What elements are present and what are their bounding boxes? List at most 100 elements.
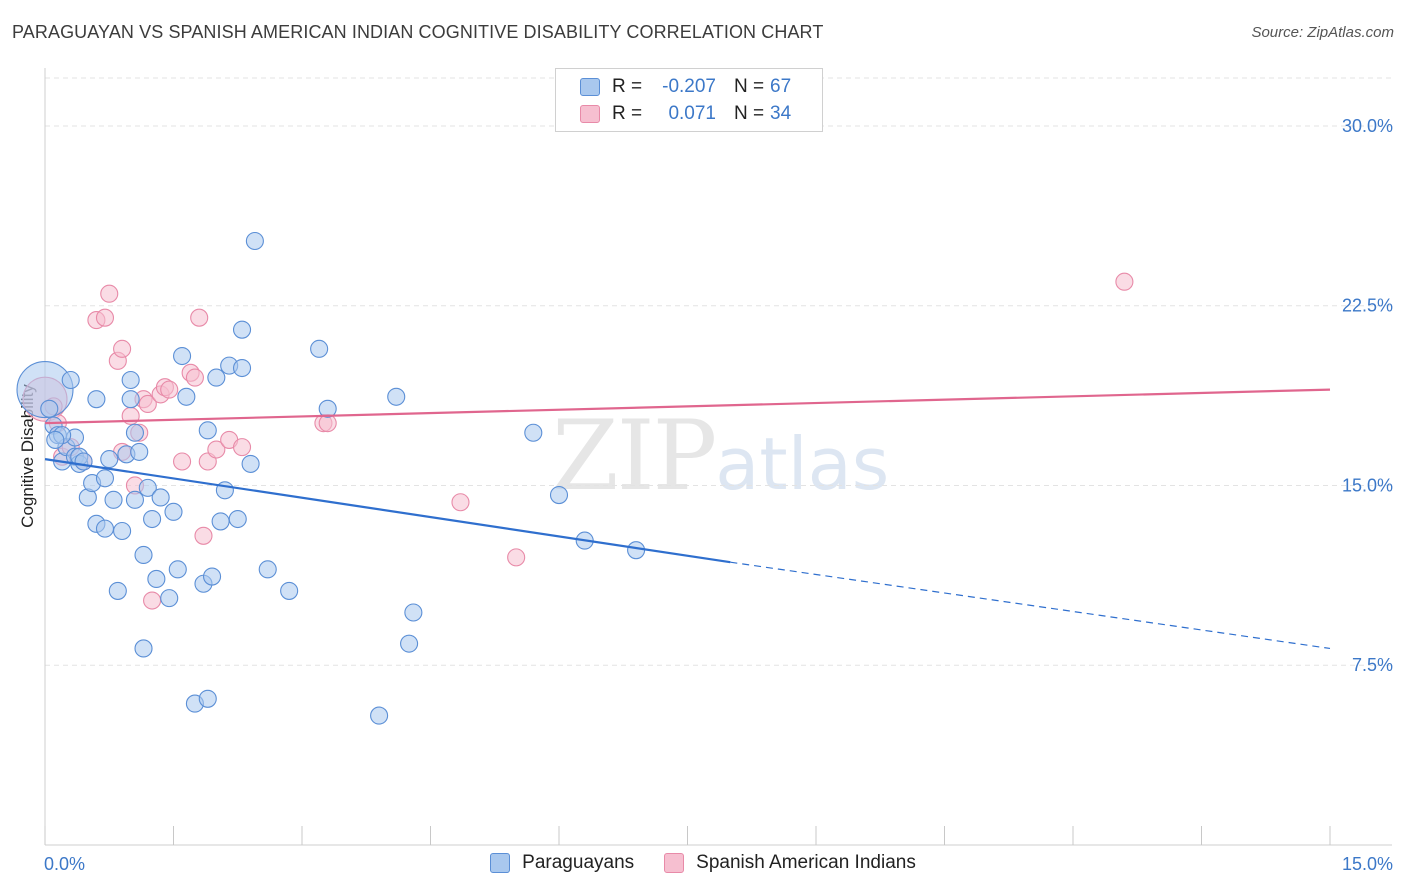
paraguayan-point (627, 541, 646, 560)
spanish-american-indian-point (173, 452, 192, 471)
paraguayan-point (104, 490, 123, 509)
legend-row-spanish-american-indians: R = 0.071 N = 34 (580, 101, 791, 127)
paraguayan-point (121, 370, 140, 390)
watermark-atlas: atlas (715, 422, 890, 506)
paraguayan-point (134, 545, 153, 565)
paraguayan-point (164, 502, 183, 521)
spanish-american-indian-point (207, 440, 226, 459)
spanish-american-indian-point (190, 308, 209, 327)
y-tick-label: 22.5% (1342, 296, 1393, 316)
legend-n-value: 34 (770, 103, 792, 124)
paraguayan-point (61, 370, 80, 390)
paraguayan-point (143, 509, 162, 529)
paraguayan-point (524, 423, 543, 442)
paraguayan-point (207, 368, 226, 387)
paraguayan-point (95, 469, 115, 488)
paraguayan-point (232, 358, 252, 378)
paraguayan-point (138, 478, 157, 497)
source-credit: Source: ZipAtlas.com (1251, 24, 1394, 41)
paraguayan-point (211, 512, 230, 531)
paraguayan-point (108, 581, 127, 600)
paraguayan-trend-extrapolation (730, 561, 1331, 650)
paraguayan-point (387, 387, 406, 406)
paraguayan-point (198, 689, 217, 708)
paraguayan-point (113, 521, 132, 541)
legend-item-spanish-american-indians[interactable]: Spanish American Indians (664, 852, 916, 874)
paraguayan-point (280, 581, 299, 600)
spanish-american-indian-point (232, 438, 252, 457)
legend-swatch-blue (490, 853, 511, 873)
paraguayan-point (400, 634, 419, 653)
y-tick-label: 15.0% (1342, 475, 1393, 495)
legend-swatch-blue (580, 78, 600, 96)
x-tick-label: 0.0% (44, 854, 85, 874)
spanish-american-indian-point (160, 380, 179, 399)
paraguayan-point (134, 639, 153, 658)
spanish-american-indian-point (451, 493, 470, 512)
spanish-american-indian-point (1115, 272, 1134, 291)
spanish-american-indian-point (507, 548, 526, 567)
paraguayan-point (228, 509, 247, 529)
paraguayan-trend-line (44, 458, 731, 564)
legend-n-label: N = (734, 103, 765, 124)
y-tick-label: 30.0% (1342, 116, 1393, 136)
paraguayan-point (318, 399, 337, 418)
paraguayan-point (370, 706, 389, 725)
paraguayan-point (310, 339, 329, 358)
spanish-american-indian-point (100, 284, 119, 303)
paraguayan-point (46, 430, 65, 449)
legend-label: Spanish American Indians (696, 852, 916, 873)
paraguayan-point (130, 442, 149, 461)
spanish-american-indian-point (185, 368, 204, 387)
spanish-american-indian-point (95, 308, 115, 327)
paraguayan-point (168, 560, 187, 579)
paraguayan-point (160, 589, 179, 608)
spanish-american-indian-point (138, 394, 157, 414)
legend-r-value: -0.207 (662, 76, 716, 97)
paraguayan-point (16, 361, 74, 419)
paraguayan-point (404, 603, 423, 622)
spanish-american-indian-point (143, 591, 162, 610)
y-axis-label: Cognitive Disability (18, 384, 37, 528)
paraguayan-point (95, 519, 115, 538)
chart-title: PARAGUAYAN VS SPANISH AMERICAN INDIAN CO… (12, 22, 824, 42)
y-tick-label: 7.5% (1352, 655, 1393, 675)
paraguayan-point (177, 387, 196, 406)
correlation-legend: R = -0.207 N = 67 R = 0.071 N = 34 (555, 68, 823, 132)
legend-n-label: N = (734, 76, 765, 97)
paraguayan-point (549, 486, 569, 505)
legend-item-paraguayans[interactable]: Paraguayans (490, 852, 634, 874)
paraguayan-point (245, 231, 264, 251)
paraguayan-point (232, 320, 252, 339)
paraguayan-point (40, 399, 59, 418)
paraguayan-point (147, 569, 166, 588)
legend-r-label: R = (612, 103, 643, 124)
paraguayan-point (125, 423, 144, 442)
spanish-american-indian-trend-line (44, 388, 1331, 425)
series-legend: Paraguayans Spanish American Indians (0, 852, 1406, 874)
watermark-zip: ZIP (552, 400, 717, 512)
legend-swatch-pink (580, 105, 600, 123)
paraguayan-point (258, 560, 277, 579)
paraguayan-point (121, 390, 140, 409)
legend-r-label: R = (612, 76, 643, 97)
spanish-american-indian-point (113, 339, 132, 358)
legend-swatch-pink (664, 853, 685, 873)
paraguayan-point (198, 421, 217, 440)
x-tick-label: 15.0% (1342, 854, 1393, 874)
paraguayan-point (74, 452, 93, 471)
paraguayan-point (241, 454, 260, 473)
legend-row-paraguayans: R = -0.207 N = 67 (580, 74, 791, 100)
legend-r-value: 0.071 (668, 103, 716, 124)
legend-n-value: 67 (770, 76, 792, 97)
paraguayan-point (87, 390, 106, 409)
paraguayan-point (203, 567, 222, 586)
paraguayan-point (125, 490, 144, 509)
spanish-american-indian-point (194, 526, 213, 545)
points-layer (16, 231, 1134, 725)
paraguayan-point (151, 488, 170, 507)
paraguayan-point (173, 346, 192, 366)
watermark: ZIPatlas (552, 400, 889, 512)
legend-label: Paraguayans (522, 852, 635, 873)
